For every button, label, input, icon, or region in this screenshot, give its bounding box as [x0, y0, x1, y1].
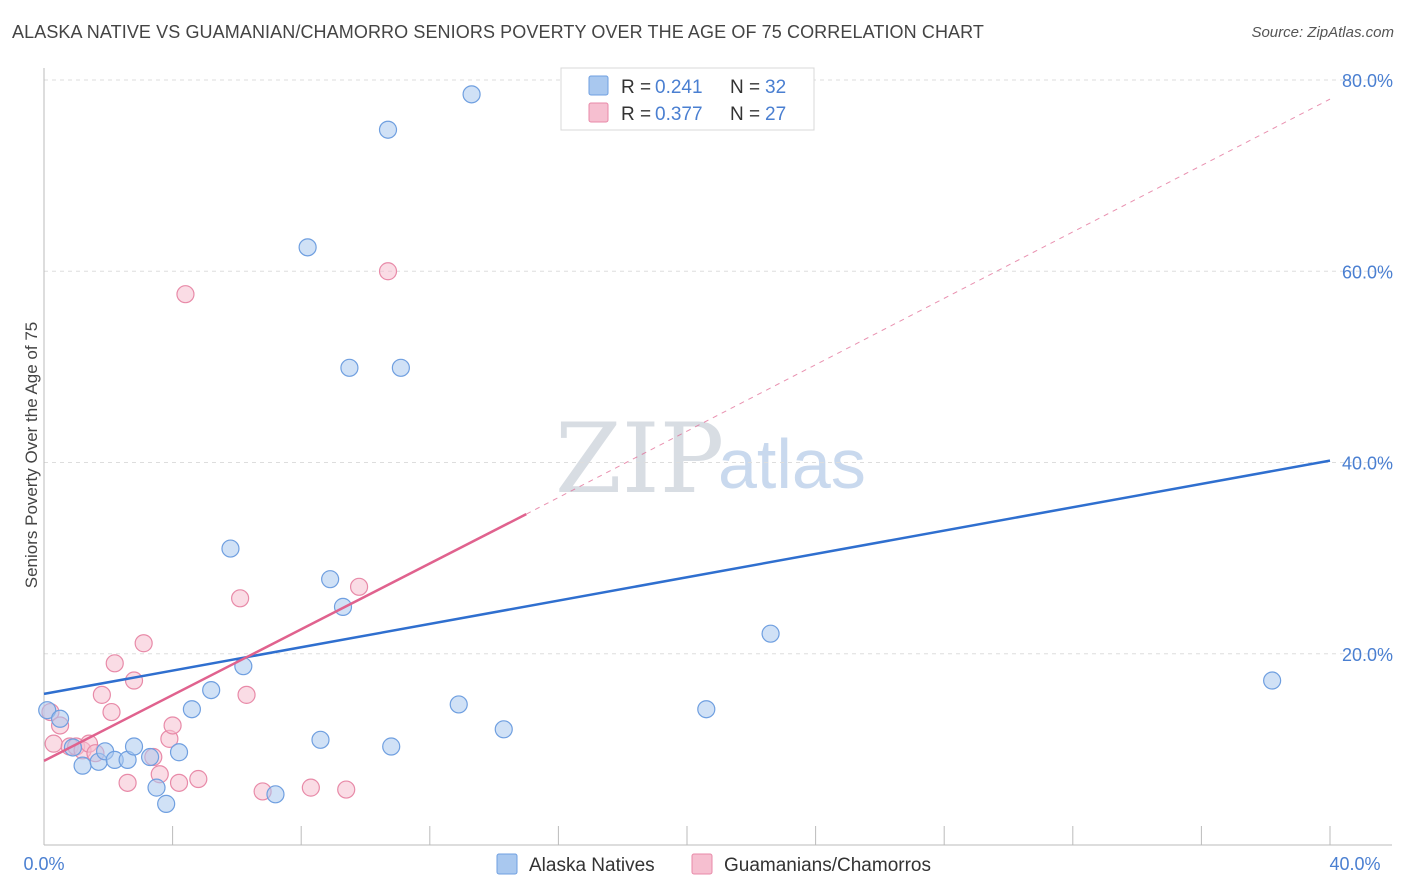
series-guamanians-points — [41, 262, 398, 801]
alaska-point-13 — [182, 700, 201, 719]
watermark-atlas: atlas — [718, 425, 866, 503]
alaska-point-8 — [124, 737, 144, 756]
legend-n-value-blue: 32 — [765, 77, 786, 98]
legend-r-value-pink: 0.377 — [655, 104, 703, 125]
alaska-point-26 — [449, 695, 468, 714]
y-tick-label-40: 40.0% — [1342, 454, 1393, 474]
x-tick-label-max: 40.0% — [1329, 854, 1380, 874]
y-tick-label-60: 60.0% — [1342, 262, 1393, 282]
legend-box: R = 0.241 N = 32 R = 0.377 N = 27 — [560, 67, 815, 131]
alaska-point-3 — [73, 756, 92, 775]
alaska-point-9 — [140, 747, 160, 767]
guamanian-point-25 — [337, 780, 356, 799]
bottom-legend: Alaska Natives Guamanians/Chamorros — [496, 853, 931, 876]
guamanian-point-24 — [301, 778, 320, 797]
guamanian-point-27 — [378, 262, 398, 281]
guamanian-trend-line — [43, 513, 527, 762]
chart-title: ALASKA NATIVE VS GUAMANIAN/CHAMORRO SENI… — [12, 22, 985, 42]
legend-n-label-pink: N = — [730, 104, 760, 125]
alaska-point-19 — [311, 730, 330, 749]
alaska-point-23 — [378, 120, 398, 139]
guamanian-point-22 — [237, 685, 256, 704]
source-label: Source: ZipAtlas.com — [1251, 24, 1394, 41]
alaska-point-10 — [147, 778, 166, 797]
legend-n-value-pink: 27 — [765, 104, 786, 125]
guamanian-point-21 — [231, 589, 250, 608]
legend-swatch-blue — [588, 75, 609, 96]
y-tick-label-80: 80.0% — [1342, 71, 1393, 91]
legend-r-label-blue: R = — [621, 77, 651, 98]
alaska-point-27 — [462, 85, 481, 104]
x-tick-label-min: 0.0% — [23, 854, 64, 874]
alaska-point-18 — [298, 238, 317, 257]
alaska-point-20 — [321, 570, 340, 589]
alaska-point-22 — [340, 358, 359, 377]
guamanian-point-9 — [102, 702, 121, 722]
bottom-legend-label-alaska: Alaska Natives — [529, 855, 655, 876]
y-tick-label-20: 20.0% — [1342, 645, 1393, 665]
alaska-point-24 — [382, 737, 401, 756]
alaska-trend-line — [43, 459, 1331, 696]
alaska-point-0 — [38, 701, 57, 720]
guamanian-point-1 — [44, 734, 63, 753]
alaska-point-31 — [1263, 671, 1282, 690]
guamanian-point-20 — [189, 769, 208, 789]
bottom-legend-swatch-blue — [496, 853, 518, 875]
guamanian-point-10 — [105, 654, 124, 673]
y-tick-labels: 20.0% 40.0% 60.0% 80.0% — [1342, 71, 1393, 665]
bottom-legend-swatch-pink — [691, 853, 713, 875]
guamanian-point-11 — [118, 773, 137, 792]
guamanian-point-13 — [134, 634, 153, 653]
guamanian-point-17 — [163, 716, 182, 735]
watermark-zip: ZIP — [555, 403, 724, 515]
guamanian-trend-extension — [526, 98, 1331, 515]
trend-lines — [43, 98, 1331, 762]
guamanian-point-19 — [176, 285, 195, 304]
y-axis-title: Seniors Poverty Over the Age of 75 — [22, 322, 41, 588]
legend-r-value-blue: 0.241 — [655, 77, 703, 98]
legend-swatch-pink — [588, 102, 609, 123]
alaska-point-2 — [63, 738, 83, 757]
alaska-point-14 — [202, 680, 221, 700]
bottom-legend-label-guamanian: Guamanians/Chamorros — [724, 855, 931, 876]
grid-lines — [44, 79, 1392, 655]
alaska-point-28 — [494, 720, 513, 739]
alaska-point-15 — [221, 539, 240, 558]
alaska-point-1 — [50, 709, 70, 728]
alaska-point-12 — [169, 743, 189, 762]
guamanian-point-26 — [349, 577, 369, 596]
legend-n-label-blue: N = — [730, 77, 760, 98]
x-ticks — [43, 826, 1331, 845]
guamanian-point-8 — [92, 685, 111, 704]
alaska-point-29 — [697, 700, 716, 719]
alaska-point-17 — [266, 785, 285, 804]
guamanian-point-12 — [124, 671, 144, 690]
alaska-point-30 — [761, 624, 780, 643]
guamanian-point-18 — [169, 773, 189, 792]
legend-r-label-pink: R = — [621, 104, 651, 125]
alaska-point-25 — [391, 358, 410, 377]
alaska-point-11 — [157, 794, 176, 813]
